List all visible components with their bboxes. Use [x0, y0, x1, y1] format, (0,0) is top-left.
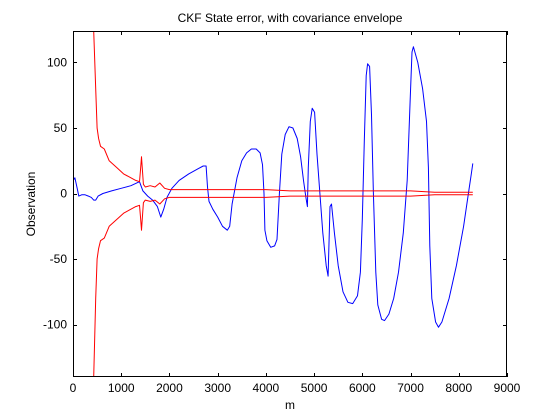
plot-frame	[73, 31, 507, 377]
y-tick-label: -100	[43, 318, 67, 332]
x-tick-label: 1000	[108, 381, 135, 395]
x-tick-label: 5000	[301, 381, 328, 395]
x-tick-label: 6000	[349, 381, 376, 395]
y-tick-label: 100	[47, 55, 67, 69]
x-tick-label: 4000	[253, 381, 280, 395]
x-tick-label: 3000	[204, 381, 231, 395]
x-axis-label: m	[285, 398, 295, 412]
x-tick-label: 9000	[494, 381, 521, 395]
x-tick-label: 0	[70, 381, 77, 395]
series-line-1	[73, 46, 474, 328]
x-tick-label: 2000	[156, 381, 183, 395]
x-tick-label: 8000	[445, 381, 472, 395]
y-tick-label: -50	[50, 252, 68, 266]
series-group	[73, 31, 474, 377]
series-line-2	[93, 31, 473, 193]
x-axis: 0 1000 2000 3000 4000 5000 6000 7000 8000 9000	[70, 31, 521, 395]
plot-area	[73, 31, 507, 377]
y-tick-label: 0	[60, 187, 67, 201]
y-tick-label: 50	[54, 121, 68, 135]
chart-title: CKF State error, with covariance envelop…	[178, 11, 403, 25]
y-axis-label: Observation	[24, 172, 38, 237]
x-tick-label: 7000	[397, 381, 424, 395]
series-line-3	[93, 194, 473, 377]
y-axis: -100 -50 0 50 100	[43, 55, 507, 332]
